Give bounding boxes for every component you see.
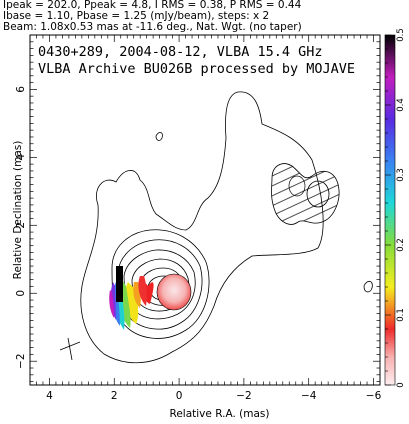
contour-island-2 [363, 280, 373, 293]
contour-level-1 [80, 91, 324, 364]
contour-extension-3 [306, 180, 330, 208]
colorbar-tick-label: 0 [396, 382, 406, 387]
beam-symbol [59, 337, 81, 361]
map-layer [80, 91, 373, 364]
x-tick-label: −6 [366, 390, 382, 402]
colorbar-tick-label: 0.2 [396, 238, 406, 252]
colorbar-tick-label: 0.1 [396, 308, 406, 322]
colorbar-ticks: 0 0.1 0.2 0.3 0.4 0.5 [385, 28, 406, 388]
header-stats-line: Ipeak = 202.0, Ppeak = 4.8, I RMS = 0.38… [3, 0, 302, 11]
y-tick-label: −2 [15, 353, 27, 368]
x-tick-label: 2 [111, 390, 118, 402]
chart-title-line1: 0430+289, 2004-08-12, VLBA 15.4 GHz [38, 44, 322, 60]
contour-extension-2 [271, 163, 340, 225]
y-tick-label: 6 [15, 86, 27, 93]
polarization-patches [109, 266, 192, 330]
axes-layer: 4 2 0 −2 −4 −6 −2 0 2 4 6 [15, 35, 382, 402]
contour-island-1 [155, 132, 163, 141]
y-axis-label: Relative Declination (mas) [11, 140, 24, 280]
y-tick-label: 2 [15, 222, 27, 229]
x-tick-label: −2 [236, 390, 251, 402]
colorbar [384, 34, 396, 386]
contour-extension-4 [288, 175, 306, 197]
x-axis-label: Relative R.A. (mas) [169, 408, 270, 420]
colorbar-tick-label: 0.5 [396, 28, 406, 42]
x-tick-label: 0 [176, 390, 183, 402]
y-tick-label: 4 [15, 154, 27, 161]
y-tick-label: 0 [15, 290, 27, 297]
colorbar-tick-label: 0.3 [396, 168, 406, 182]
colorbar-tick-label: 0.4 [396, 98, 406, 112]
header-levels-line: Ibase = 1.10, Pbase = 1.25 (mJy/beam), s… [3, 10, 270, 22]
chart-title-line2: VLBA Archive BU026B processed by MOJAVE [38, 61, 355, 77]
x-tick-label: −4 [301, 390, 317, 402]
x-tick-label: 4 [46, 390, 53, 402]
header-beam-line: Beam: 1.08x0.53 mas at -11.6 deg., Nat. … [3, 21, 302, 33]
